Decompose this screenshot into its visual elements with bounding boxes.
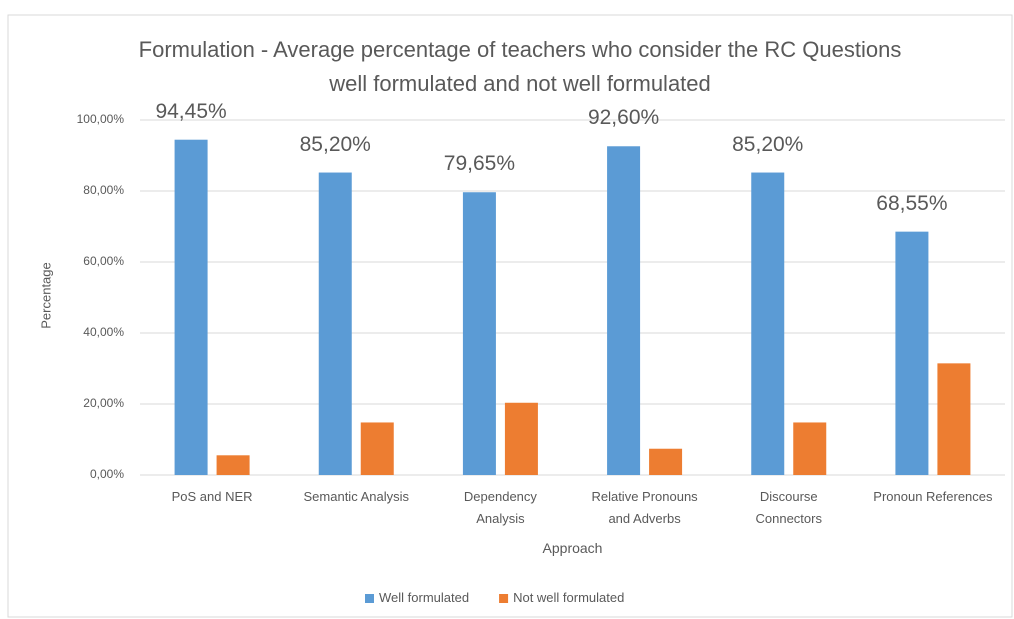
x-tick-label: Relative Pronouns and Adverbs [591, 489, 698, 526]
bar [504, 402, 538, 475]
x-tick-label: Dependency Analysis [463, 489, 537, 526]
value-label: 94,45% [155, 99, 227, 123]
y-tick-label: 0,00% [89, 467, 124, 481]
bar [174, 139, 208, 475]
bar [793, 422, 827, 475]
legend-label: Well formulated [379, 590, 470, 605]
y-axis-label: Percentage [38, 262, 54, 329]
bar [318, 172, 352, 476]
legend-label: Not well formulated [513, 590, 625, 605]
bar [895, 231, 929, 475]
x-tick-label: Semantic Analysis [303, 489, 410, 504]
bar [649, 448, 683, 475]
legend-swatch [365, 594, 374, 603]
legend-swatch [499, 594, 509, 603]
bar [216, 455, 250, 475]
x-tick-label: Pronoun References [873, 489, 993, 504]
value-label: 79,65% [443, 152, 516, 176]
x-tick-label: PoS and NER [171, 489, 253, 504]
x-tick-label: Discourse Connectors [755, 489, 822, 526]
bar [360, 422, 394, 475]
bar [462, 192, 496, 475]
chart-title: Formulation - Average percentage of teac… [138, 37, 902, 96]
y-tick-label: 40,00% [83, 325, 124, 339]
y-tick-label: 60,00% [83, 254, 124, 268]
y-tick-label: 20,00% [83, 396, 124, 410]
y-tick-label: 80,00% [83, 183, 124, 197]
bar [751, 172, 785, 476]
value-label: 92,60% [587, 106, 660, 130]
x-axis-label: Approach [542, 540, 603, 556]
y-tick-label: 100,00% [76, 112, 124, 126]
value-label: 68,55% [876, 191, 948, 215]
value-label: 85,20% [299, 132, 371, 156]
bar [937, 363, 971, 475]
bar [607, 146, 641, 475]
value-label: 85,20% [732, 132, 804, 156]
